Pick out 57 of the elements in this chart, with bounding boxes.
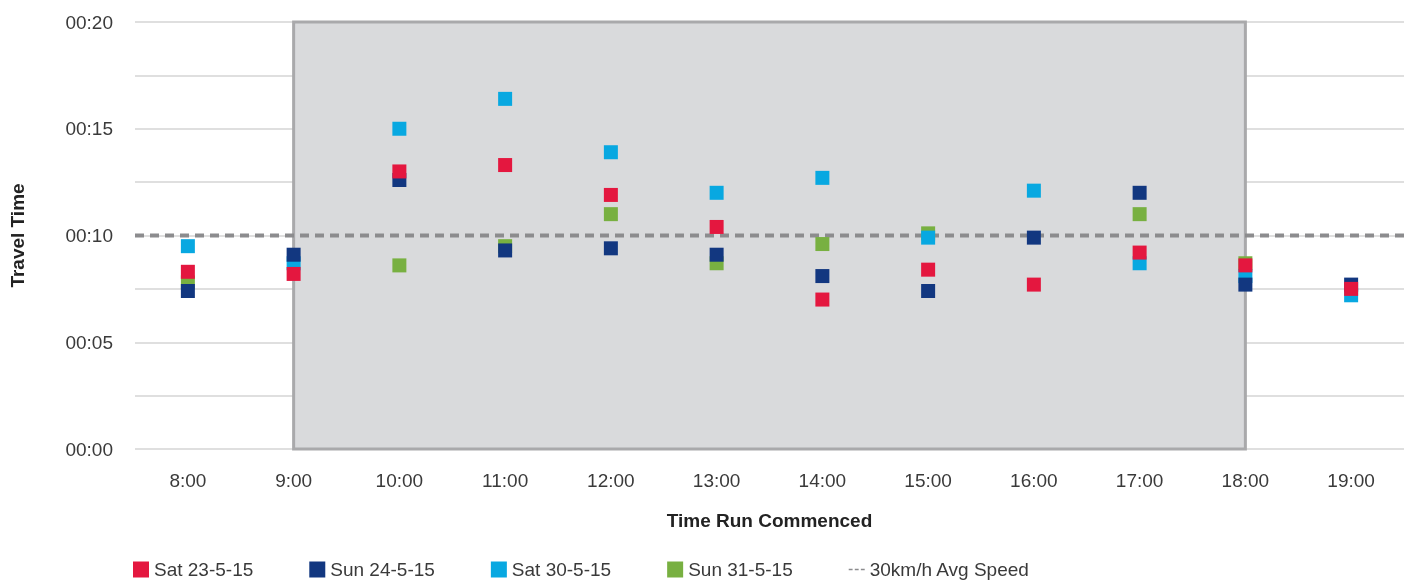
point [392, 121, 407, 136]
point [815, 269, 830, 284]
point [286, 266, 301, 281]
legend-label: Sun 24-5-15 [330, 559, 435, 580]
point [921, 230, 936, 245]
point [921, 284, 936, 299]
point [603, 241, 618, 256]
point [1132, 207, 1147, 222]
x-tick-label: 11:00 [482, 470, 529, 491]
point [709, 219, 724, 234]
point [1132, 185, 1147, 200]
point [1238, 277, 1253, 292]
point [603, 207, 618, 222]
x-axis-title: Time Run Commenced [666, 510, 873, 531]
point [603, 145, 618, 160]
x-tick-label: 12:00 [587, 470, 635, 491]
x-tick-label: 19:00 [1327, 470, 1375, 491]
point [1026, 277, 1041, 292]
legend-label: Sat 30-5-15 [511, 559, 612, 580]
legend-label: Sat 23-5-15 [154, 559, 254, 580]
point [498, 243, 513, 258]
legend-label: Sun 31-5-15 [688, 559, 793, 580]
y-tick-label: 00:10 [65, 225, 113, 246]
point [498, 91, 513, 106]
point [286, 247, 301, 262]
point [498, 158, 513, 173]
x-tick-label: 15:00 [904, 470, 952, 491]
point [1132, 245, 1147, 260]
x-tick-label: 18:00 [1221, 470, 1270, 491]
point [603, 187, 618, 202]
y-axis-title: Travel Time [7, 183, 28, 288]
point [180, 284, 195, 299]
point [392, 164, 407, 179]
x-tick-label: 16:00 [1010, 470, 1058, 491]
x-tick-label: 14:00 [798, 470, 847, 491]
x-tick-label: 13:00 [692, 470, 741, 491]
point [1026, 183, 1041, 198]
x-tick-label: 8:00 [169, 470, 207, 491]
point [815, 292, 830, 307]
y-tick-label: 00:00 [65, 438, 113, 460]
point [815, 237, 830, 252]
point [1344, 281, 1359, 296]
y-tick-label: 00:15 [65, 118, 113, 140]
point [1026, 230, 1041, 245]
x-tick-label: 10:00 [375, 470, 424, 491]
point [180, 239, 195, 254]
y-tick-label: 00:05 [65, 331, 113, 353]
point [709, 247, 724, 262]
x-tick-label: 9:00 [275, 470, 313, 491]
legend-label: 30km/h Avg Speed [869, 559, 1029, 580]
y-tick-label: 00:20 [65, 11, 113, 33]
point [180, 264, 195, 279]
point [709, 185, 724, 200]
point [392, 258, 407, 273]
x-tick-label: 17:00 [1115, 470, 1164, 491]
point [815, 170, 830, 185]
point [921, 262, 936, 277]
